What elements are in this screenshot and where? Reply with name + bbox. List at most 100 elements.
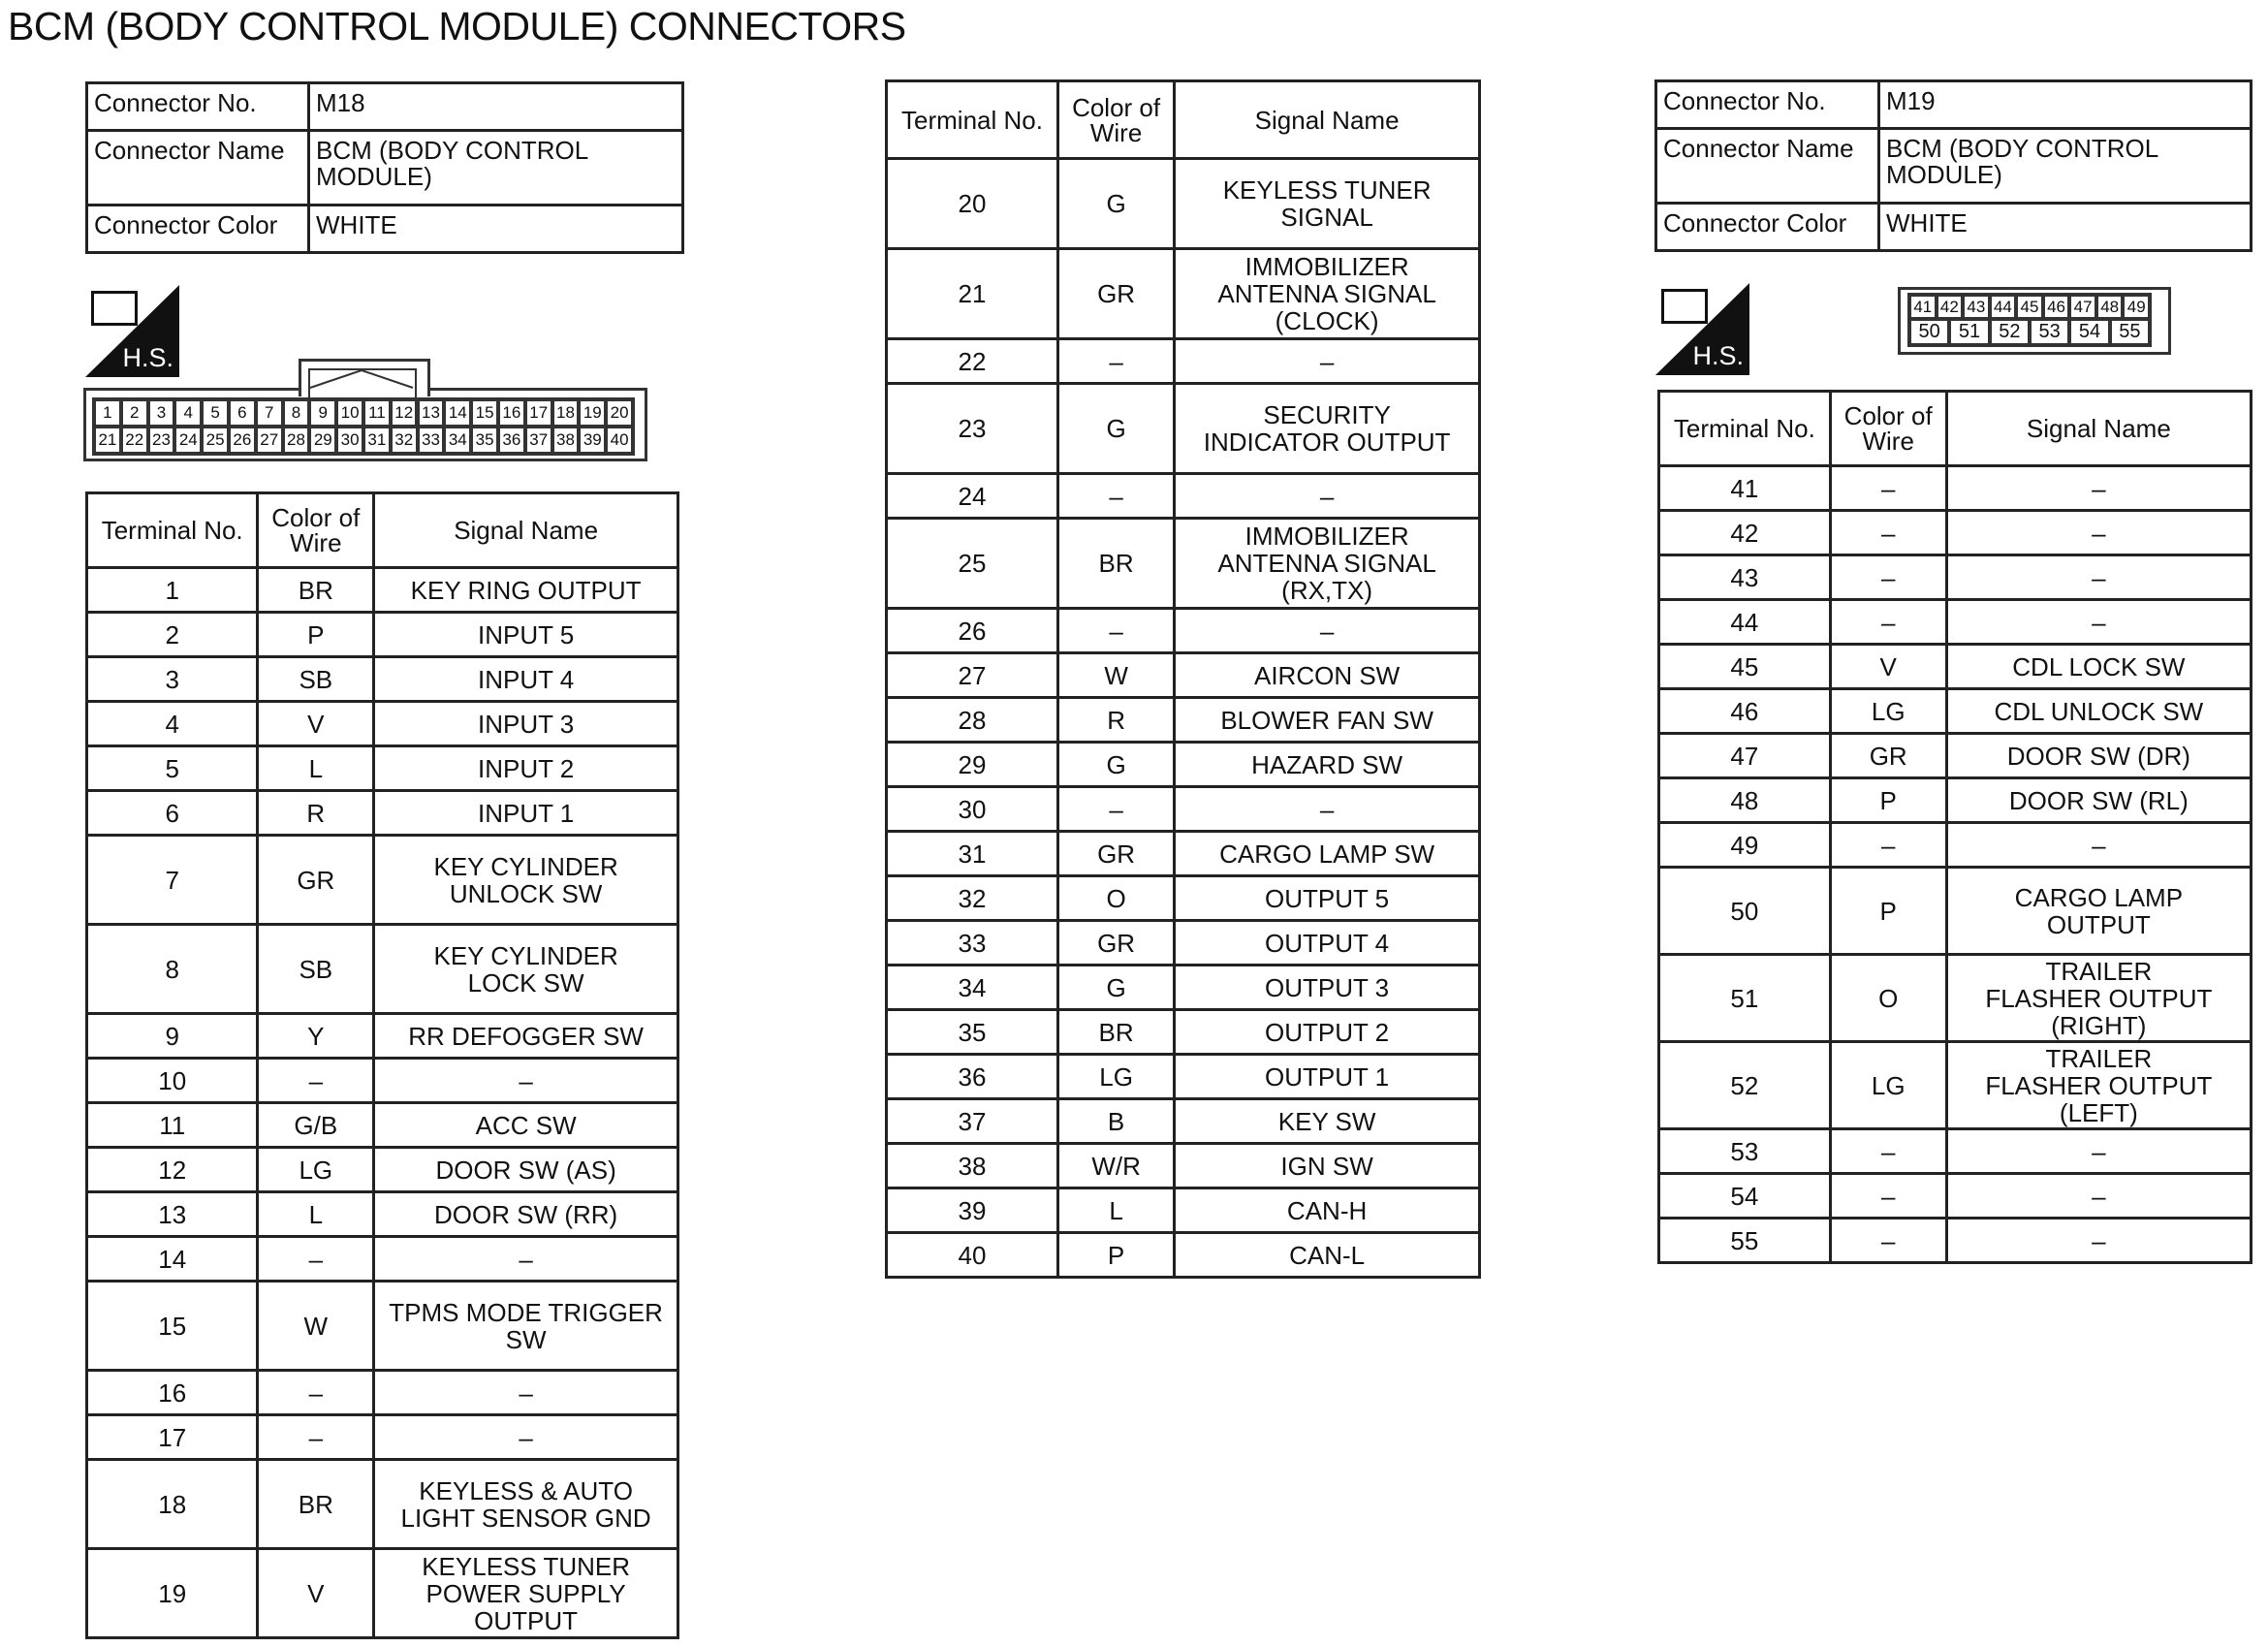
terminal-no: 2 — [84, 611, 260, 658]
terminal-no: 54 — [1657, 1172, 1832, 1219]
wire-color: LG — [256, 1146, 376, 1193]
hs-label: H.S. — [122, 343, 173, 372]
pin-15: 15 — [471, 399, 498, 427]
terminal-no: 3 — [84, 655, 260, 703]
pin-2: 2 — [120, 399, 148, 427]
signal-name: OUTPUT 5 — [1173, 874, 1481, 922]
table-row: 35 BR OUTPUT 2 — [885, 1008, 1481, 1056]
signal-name: KEY SW — [1173, 1097, 1481, 1145]
signal-name: DOOR SW (RR) — [372, 1190, 679, 1238]
wire-color: – — [1055, 472, 1177, 520]
pin-11: 11 — [362, 399, 391, 427]
table-row: 20 G KEYLESS TUNER SIGNAL — [885, 157, 1481, 250]
signal-name: – — [1944, 821, 2253, 869]
signal-name: TPMS MODE TRIGGER SW — [372, 1280, 679, 1372]
signal-name: OUTPUT 4 — [1173, 919, 1481, 966]
header-terminal-no: Terminal No. — [1657, 390, 1832, 467]
signal-name: DOOR SW (DR) — [1944, 732, 2253, 779]
terminal-no: 52 — [1657, 1040, 1832, 1130]
signal-name: – — [1944, 509, 2253, 556]
signal-name: HAZARD SW — [1173, 741, 1481, 788]
table-row: 38 W/R IGN SW — [885, 1142, 1481, 1189]
signal-name: – — [372, 1413, 679, 1461]
terminal-no: 45 — [1657, 643, 1832, 690]
wire-color: – — [1828, 554, 1948, 601]
table-row: 42– – — [1657, 509, 2253, 556]
pin-38: 38 — [551, 427, 580, 454]
table-row: 37 B KEY SW — [885, 1097, 1481, 1145]
terminal-no: 46 — [1657, 687, 1832, 735]
m18-terminal-table-1: Terminal No. Color of Wire Signal Name 1 BR K… — [84, 491, 679, 1639]
pin-47: 47 — [2069, 295, 2096, 319]
wire-color: Y — [256, 1012, 376, 1060]
terminal-no: 42 — [1657, 509, 1832, 556]
table-row: 13 L DOOR SW (RR) — [84, 1190, 679, 1238]
wire-color: SB — [256, 923, 376, 1015]
wire-color: LG — [1828, 1040, 1948, 1130]
terminal-no: 39 — [885, 1187, 1059, 1234]
signal-name: TRAILER FLASHER OUTPUT (LEFT) — [1944, 1040, 2253, 1130]
terminal-no: 31 — [885, 830, 1059, 877]
terminal-no: 44 — [1657, 598, 1832, 646]
signal-name: – — [1173, 607, 1481, 654]
terminal-no: 22 — [885, 337, 1059, 385]
pin-49: 49 — [2123, 295, 2150, 319]
table-row: 53– – — [1657, 1127, 2253, 1175]
signal-name: TRAILER FLASHER OUTPUT (RIGHT) — [1944, 953, 2253, 1043]
terminal-no: 10 — [84, 1057, 260, 1104]
wire-color: G — [1055, 741, 1177, 788]
terminal-no: 14 — [84, 1235, 260, 1283]
terminal-no: 37 — [885, 1097, 1059, 1145]
connector-icon — [91, 291, 138, 326]
signal-name: OUTPUT 1 — [1173, 1053, 1481, 1100]
wire-color: – — [1828, 1172, 1948, 1219]
header-signal-name: Signal Name — [1944, 390, 2253, 467]
table-row: 15 W TPMS MODE TRIGGER SW — [84, 1280, 679, 1372]
table-row: 36 LG OUTPUT 1 — [885, 1053, 1481, 1100]
terminal-no: 20 — [885, 157, 1059, 250]
signal-name: – — [1944, 1172, 2253, 1219]
wire-color: – — [1828, 598, 1948, 646]
header-color-of-wire: Color of Wire — [1055, 79, 1177, 160]
table-row: 49– – — [1657, 821, 2253, 869]
table-row: 1 BR KEY RING OUTPUT — [84, 566, 679, 614]
table-row: 3 SB INPUT 4 — [84, 655, 679, 703]
table-row: 18 BR KEYLESS & AUTO LIGHT SENSOR GND — [84, 1458, 679, 1550]
wire-color: LG — [1055, 1053, 1177, 1100]
table-row: 51 O TRAILER FLASHER OUTPUT (RIGHT) — [1657, 953, 2253, 1043]
pin-22: 22 — [120, 427, 148, 454]
signal-name: CDL LOCK SW — [1944, 643, 2253, 690]
terminal-no: 41 — [1657, 464, 1832, 512]
pin-4: 4 — [174, 399, 203, 427]
signal-name: INPUT 2 — [372, 744, 679, 792]
pin-51: 51 — [1949, 319, 1990, 345]
pin-41: 41 — [1909, 295, 1937, 319]
pin-3: 3 — [147, 399, 175, 427]
table-row: 47 GR DOOR SW (DR) — [1657, 732, 2253, 779]
wire-color: W — [1055, 651, 1177, 699]
signal-name: INPUT 5 — [372, 611, 679, 658]
terminal-no: 17 — [84, 1413, 260, 1461]
signal-name: – — [1173, 337, 1481, 385]
terminal-no: 9 — [84, 1012, 260, 1060]
pin-39: 39 — [579, 427, 607, 454]
terminal-no: 29 — [885, 741, 1059, 788]
signal-name: CARGO LAMP OUTPUT — [1944, 866, 2253, 956]
terminal-no: 1 — [84, 566, 260, 614]
wire-color: P — [1828, 866, 1948, 956]
terminal-no: 28 — [885, 696, 1059, 744]
terminal-no: 11 — [84, 1101, 260, 1149]
wire-color: GR — [1828, 732, 1948, 779]
pin-16: 16 — [497, 399, 525, 427]
wire-color: GR — [1055, 830, 1177, 877]
label: Connector Name — [85, 129, 310, 206]
pin-50: 50 — [1909, 319, 1950, 345]
pin-46: 46 — [2042, 295, 2070, 319]
table-row: 45 V CDL LOCK SW — [1657, 643, 2253, 690]
wire-color: – — [1828, 509, 1948, 556]
wire-color: – — [1828, 821, 1948, 869]
table-row: 26– – — [885, 607, 1481, 654]
label: Connector No. — [85, 81, 310, 132]
signal-name: – — [1173, 785, 1481, 833]
pin-6: 6 — [228, 399, 256, 427]
